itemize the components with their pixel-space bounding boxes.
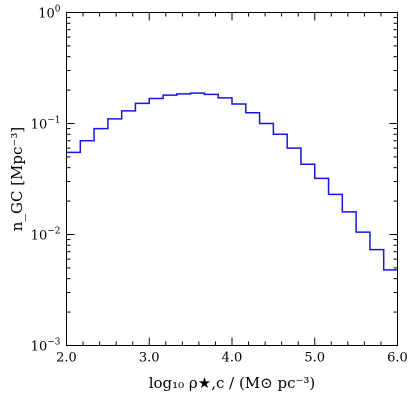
x-tick-label: 4.0 [222,351,243,366]
x-tick-label: 2.0 [56,351,77,366]
x-axis-label: log₁₀ ρ★,c / (M⊙ pc⁻³) [149,374,316,392]
plot-frame [66,12,398,346]
y-tick-label: 10−3 [31,338,61,355]
y-axis-ticks: 10−3 10−2 10−1 100 [31,5,398,355]
y-tick-label: 100 [38,5,61,22]
x-axis-ticks: 2.0 3.0 4.0 5.0 6.0 [56,12,408,366]
histogram-step-line [66,92,398,271]
x-tick-label: 3.0 [139,351,160,366]
y-axis-label: n_GC [Mpc⁻³] [8,127,26,231]
y-tick-label: 10−2 [31,227,61,244]
x-tick-label: 6.0 [387,351,408,366]
y-tick-label: 10−1 [31,116,61,133]
x-tick-label: 5.0 [304,351,325,366]
